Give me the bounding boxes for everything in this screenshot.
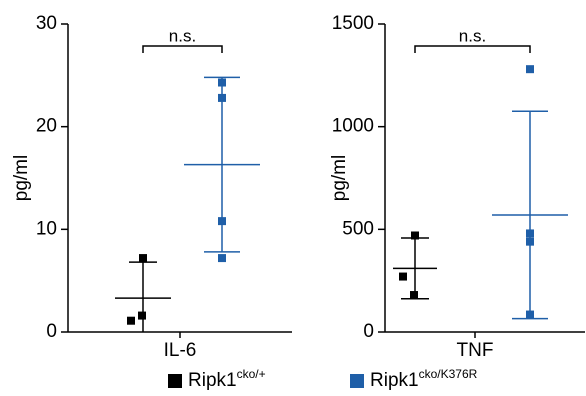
significance-bracket xyxy=(142,45,223,53)
legend-name: Ripk1 xyxy=(188,370,237,391)
data-point xyxy=(526,237,534,246)
y-tick-label: 1500 xyxy=(332,13,374,34)
legend-superscript: cko/K376R xyxy=(419,367,478,381)
plot-area xyxy=(115,76,260,332)
y-tick-label: 0 xyxy=(46,321,57,342)
y-axis-label: pg/ml xyxy=(11,155,32,201)
legend-name: Ripk1 xyxy=(370,370,419,391)
y-tick-label: 30 xyxy=(36,13,57,34)
y-tick-label: 20 xyxy=(36,116,57,137)
legend-superscript: cko/+ xyxy=(237,367,266,381)
y-tick-label: 1000 xyxy=(332,116,374,137)
data-point xyxy=(411,231,419,240)
data-point xyxy=(526,229,534,238)
data-point xyxy=(526,310,534,319)
data-point xyxy=(127,316,135,325)
data-point xyxy=(410,291,418,300)
data-point xyxy=(399,272,407,281)
plot-area xyxy=(393,110,568,320)
y-tick-label: 0 xyxy=(363,321,374,342)
x-axis-label: TNF xyxy=(457,340,494,361)
data-point xyxy=(218,93,226,102)
legend-label: Ripk1cko/K376R xyxy=(370,367,478,391)
data-point xyxy=(218,254,226,263)
annotation: n.s. xyxy=(459,26,486,45)
y-tick-label: 500 xyxy=(342,218,374,239)
data-point xyxy=(526,65,534,74)
legend-swatch xyxy=(168,374,182,388)
y-tick-label: 10 xyxy=(36,218,57,239)
data-point xyxy=(218,217,226,226)
data-point xyxy=(138,311,146,320)
data-point xyxy=(218,78,226,87)
x-axis-label: IL-6 xyxy=(164,340,197,361)
data-point xyxy=(139,254,147,263)
legend-label: Ripk1cko/+ xyxy=(188,367,266,391)
y-axis-label: pg/ml xyxy=(329,155,350,201)
legend-swatch xyxy=(350,374,364,388)
annotation: n.s. xyxy=(169,26,196,45)
significance-bracket xyxy=(414,45,531,53)
